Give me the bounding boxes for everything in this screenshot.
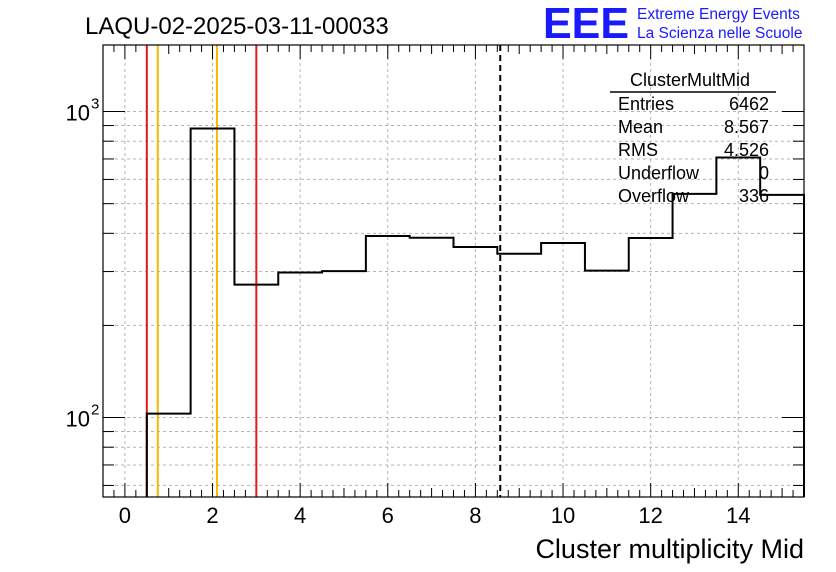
stats-rows: Entries 6462 Mean 8.567 RMS 4.526 Underflow 0 Ov…	[618, 94, 769, 206]
stats-box: ClusterMultMid Entries 6462 Mean 8.567 RMS 4.…	[610, 70, 776, 206]
y-tick-exponent: 2	[91, 402, 99, 419]
stat-value: 8.567	[724, 117, 769, 137]
stat-label: Mean	[618, 117, 663, 137]
axis-ticks	[102, 45, 805, 497]
x-tick-label: 12	[638, 503, 662, 528]
y-tick-exponent: 3	[91, 96, 99, 113]
stat-label: Underflow	[618, 163, 700, 183]
x-tick-labels: 0 2 4 6 8 10 12 14	[119, 503, 751, 528]
grid-lines	[103, 45, 804, 497]
x-tick-label: 4	[294, 503, 306, 528]
x-tick-label: 10	[551, 503, 575, 528]
stat-label: RMS	[618, 140, 658, 160]
logo-line-2: La Scienza nelle Scuole	[637, 25, 802, 42]
chart-title: LAQU-02-2025-03-11-00033	[85, 13, 389, 40]
stat-label: Overflow	[618, 186, 690, 206]
x-tick-label: 8	[469, 503, 481, 528]
x-tick-label: 14	[726, 503, 750, 528]
stats-name: ClusterMultMid	[630, 70, 750, 90]
x-tick-label: 6	[382, 503, 394, 528]
eee-logo: EEE	[543, 0, 629, 48]
stat-label: Entries	[618, 94, 674, 114]
stat-value: 336	[739, 186, 769, 206]
x-tick-label: 0	[119, 503, 131, 528]
x-tick-label: 2	[206, 503, 218, 528]
histogram-line	[145, 127, 805, 497]
stat-value: 4.526	[724, 140, 769, 160]
y-tick-label: 10	[66, 407, 90, 432]
logo-line-1: Extreme Energy Events	[637, 6, 800, 23]
plot-frame	[102, 44, 805, 498]
stat-value: 6462	[729, 94, 769, 114]
x-axis-label: Cluster multiplicity Mid	[535, 534, 804, 564]
y-tick-label: 10	[66, 101, 90, 126]
stat-value: 0	[759, 163, 769, 183]
